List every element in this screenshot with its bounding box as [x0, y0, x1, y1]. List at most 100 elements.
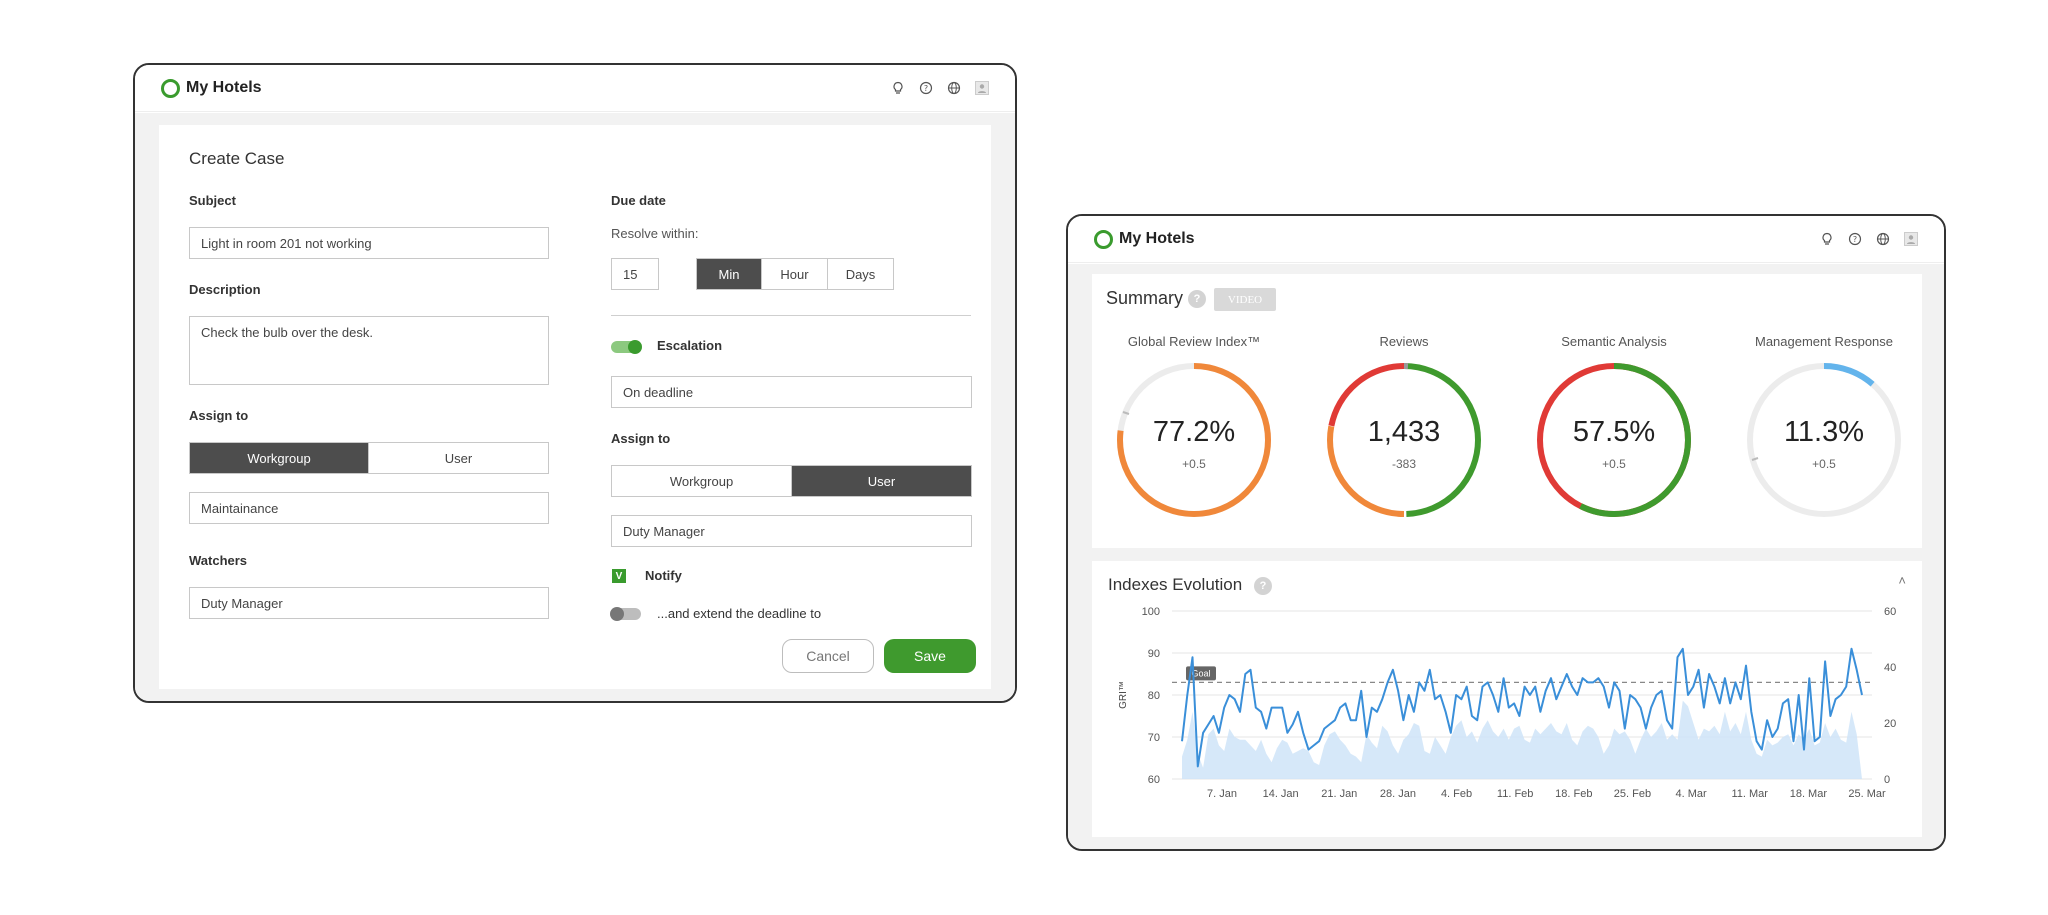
- top-bar: My Hotels ?: [1068, 216, 1944, 263]
- assignee-input[interactable]: Maintainance: [189, 492, 549, 524]
- y-tick-label: 60: [1148, 774, 1160, 786]
- subject-input[interactable]: Light in room 201 not working: [189, 227, 549, 259]
- x-tick-label: 25. Feb: [1614, 788, 1651, 800]
- watchers-input[interactable]: Duty Manager: [189, 587, 549, 619]
- gauge-ring: [1117, 363, 1271, 517]
- gauge-value: 57.5%: [1572, 416, 1656, 448]
- bulb-icon[interactable]: [1820, 232, 1834, 246]
- reviews-area-series: [1182, 700, 1862, 779]
- app-title: My Hotels: [186, 79, 262, 96]
- gauge-management-response[interactable]: Management Response 11.3% +0.5: [1729, 334, 1919, 520]
- gauge-label: Management Response: [1754, 334, 1894, 349]
- y-axis-label: GRI™: [1118, 681, 1129, 709]
- gauge-ring: [1537, 363, 1691, 517]
- extend-deadline-label: ...and extend the deadline to: [657, 606, 822, 621]
- divider: [611, 315, 971, 316]
- gauge-value: 11.3%: [1783, 416, 1865, 448]
- resolve-value-input[interactable]: 15: [611, 258, 659, 290]
- workgroup-option[interactable]: Workgroup: [190, 443, 369, 473]
- gauge-delta: +0.5: [1602, 457, 1626, 471]
- gauge-delta: +0.5: [1812, 457, 1836, 471]
- escalation-assignee-input[interactable]: Duty Manager: [611, 515, 972, 547]
- watchers-label: Watchers: [189, 553, 248, 568]
- gauge-ring: [1327, 362, 1481, 517]
- gauge-label: Reviews: [1379, 334, 1429, 349]
- gri-line-series: [1181, 647, 1863, 768]
- description-input[interactable]: Check the bulb over the desk.: [189, 316, 549, 385]
- form-title: Create Case: [189, 149, 285, 168]
- globe-icon[interactable]: [1876, 232, 1890, 246]
- user-option[interactable]: User: [369, 443, 548, 473]
- user-icon[interactable]: [975, 81, 989, 95]
- user-icon[interactable]: [1904, 232, 1918, 246]
- min-option[interactable]: Min: [697, 259, 762, 289]
- description-label: Description: [189, 282, 261, 297]
- x-tick-label: 18. Feb: [1555, 788, 1592, 800]
- indexes-evolution-panel: Indexes Evolution ? ˄ 100 90 80 70 60 60 40 20 0…: [1092, 561, 1922, 837]
- dashboard-window: My Hotels ? Summary ? VIDEO Global Revie…: [1066, 214, 1946, 851]
- cancel-button[interactable]: Cancel: [782, 639, 874, 673]
- gauge-semantic[interactable]: Semantic Analysis 57.5% +0.5: [1519, 334, 1709, 520]
- video-button[interactable]: VIDEO: [1214, 288, 1276, 311]
- gauge-value: 1,433: [1367, 416, 1441, 448]
- globe-icon[interactable]: [947, 81, 961, 95]
- time-unit-toggle: Min Hour Days: [696, 258, 894, 290]
- x-tick-label: 14. Jan: [1263, 788, 1299, 800]
- y-tick-label: 70: [1148, 732, 1160, 744]
- y2-tick-label: 40: [1884, 662, 1896, 674]
- x-tick-label: 4. Feb: [1441, 788, 1472, 800]
- top-bar: My Hotels ?: [135, 65, 1015, 112]
- help-icon[interactable]: ?: [919, 81, 933, 95]
- create-case-form: Create Case Subject Light in room 201 no…: [159, 125, 991, 689]
- gauge-delta: -383: [1391, 457, 1417, 471]
- escalation-toggle[interactable]: [611, 340, 642, 354]
- y-tick-label: 100: [1142, 606, 1160, 618]
- y-tick-label: 90: [1148, 648, 1160, 660]
- y2-tick-label: 20: [1884, 718, 1896, 730]
- extend-deadline-toggle[interactable]: [610, 607, 641, 621]
- x-tick-label: 18. Mar: [1790, 788, 1828, 800]
- x-tick-label: 11. Mar: [1731, 788, 1768, 800]
- y2-tick-label: 0: [1884, 774, 1890, 786]
- svg-text:?: ?: [924, 84, 928, 93]
- escalation-trigger-input[interactable]: On deadline: [611, 376, 972, 408]
- x-tick-label: 7. Jan: [1207, 788, 1237, 800]
- logo-icon: [161, 78, 180, 98]
- resolve-within-label: Resolve within:: [611, 226, 699, 241]
- x-tick-label: 21. Jan: [1321, 788, 1357, 800]
- help-icon[interactable]: ?: [1254, 577, 1272, 595]
- create-case-window: My Hotels ? Create Case Subject Light in…: [133, 63, 1017, 703]
- summary-title: Summary: [1106, 288, 1184, 308]
- help-icon[interactable]: ?: [1848, 232, 1862, 246]
- hour-option[interactable]: Hour: [762, 259, 828, 289]
- indexes-title: Indexes Evolution: [1108, 575, 1243, 594]
- gauge-label: Global Review Index™: [1127, 334, 1261, 349]
- user-option[interactable]: User: [792, 466, 971, 496]
- help-icon[interactable]: ?: [1188, 290, 1206, 308]
- bulb-icon[interactable]: [891, 81, 905, 95]
- app-title: My Hotels: [1119, 230, 1195, 247]
- days-option[interactable]: Days: [828, 259, 893, 289]
- subject-label: Subject: [189, 193, 236, 208]
- save-button[interactable]: Save: [884, 639, 976, 673]
- indexes-chart: 100 90 80 70 60 60 40 20 0 GRI™ Goal 7. Jan 14. Jan 2…: [1118, 606, 1896, 800]
- gauge-gri[interactable]: Global Review Index™ 77.2% +0.5: [1099, 334, 1289, 520]
- due-date-label: Due date: [611, 193, 666, 208]
- escalation-label: Escalation: [657, 338, 723, 353]
- workgroup-option[interactable]: Workgroup: [612, 466, 792, 496]
- escalation-assign-toggle: Workgroup User: [611, 465, 972, 497]
- notify-checkbox[interactable]: V: [612, 569, 626, 583]
- x-tick-label: 11. Feb: [1497, 788, 1534, 800]
- assign-to-label: Assign to: [189, 408, 249, 423]
- logo-icon: [1094, 229, 1113, 249]
- x-tick-label: 4. Mar: [1675, 788, 1707, 800]
- escalation-assign-label: Assign to: [611, 431, 671, 446]
- x-tick-label: 25. Mar: [1848, 788, 1886, 800]
- assign-to-toggle: Workgroup User: [189, 442, 549, 474]
- goal-label: Goal: [1191, 668, 1210, 678]
- y-tick-label: 80: [1148, 690, 1160, 702]
- chevron-up-icon[interactable]: ˄: [1898, 573, 1906, 588]
- gauge-reviews[interactable]: Reviews 1,433 -383: [1309, 334, 1499, 520]
- summary-panel: Summary ? VIDEO Global Review Index™ 77.…: [1092, 274, 1922, 548]
- y2-tick-label: 60: [1884, 606, 1896, 618]
